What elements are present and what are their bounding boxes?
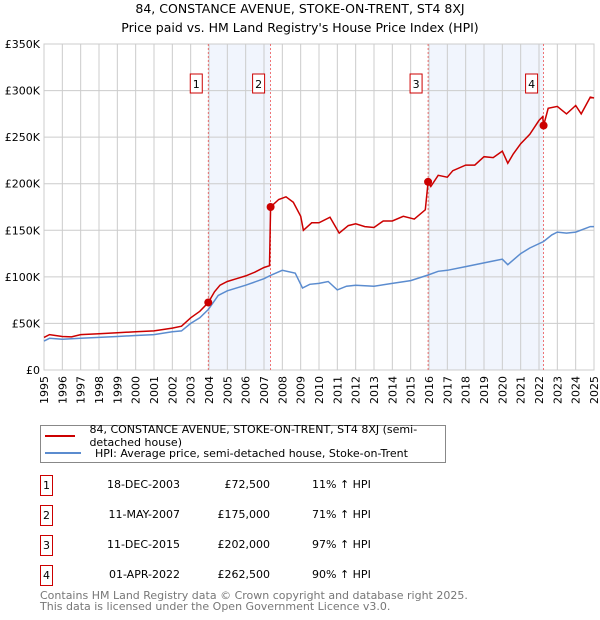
sale-point <box>424 177 433 186</box>
x-tick-label: 2016 <box>423 376 436 404</box>
x-tick-label: 1997 <box>75 376 88 404</box>
x-tick-label: 2005 <box>221 376 234 404</box>
sale-marker-box <box>409 73 423 94</box>
x-tick-label: 2018 <box>460 376 473 404</box>
x-tick-label: 2003 <box>185 376 198 404</box>
legend: 84, CONSTANCE AVENUE, STOKE-ON-TRENT, ST… <box>40 423 446 463</box>
legend-swatch-red <box>45 435 76 437</box>
legend-label: HPI: Average price, semi-detached house,… <box>95 446 408 460</box>
legend-swatch-blue <box>45 452 81 454</box>
sale-hpi-change: 90% ↑ HPI <box>312 568 371 581</box>
series-line <box>43 225 594 342</box>
x-tick-label: 2004 <box>203 376 216 404</box>
sale-price: £175,000 <box>217 508 271 521</box>
legend-label: 84, CONSTANCE AVENUE, STOKE-ON-TRENT, ST… <box>89 423 418 449</box>
chart-title: 84, CONSTANCE AVENUE, STOKE-ON-TRENT, ST… <box>135 1 465 16</box>
sale-point <box>266 203 275 211</box>
y-tick-label: £100K <box>5 271 41 284</box>
sale-price: £202,000 <box>217 538 271 551</box>
sale-hpi-change: 71% ↑ HPI <box>312 508 371 521</box>
x-tick-label: 1995 <box>38 376 51 404</box>
plot-frame <box>43 43 595 371</box>
x-tick-label: 2023 <box>551 376 564 404</box>
legend-item-property: 84, CONSTANCE AVENUE, STOKE-ON-TRENT, ST… <box>45 423 445 449</box>
sale-point <box>539 121 548 130</box>
x-tick-label: 2024 <box>570 376 583 404</box>
x-tick-label: 2009 <box>295 376 308 404</box>
x-tick-label: 2010 <box>313 376 326 404</box>
sale-date: 01-APR-2022 <box>108 568 180 581</box>
sale-number-badge: 3 <box>40 535 53 556</box>
sale-point <box>204 298 213 307</box>
sale-date: 18-DEC-2003 <box>106 478 180 491</box>
sale-marker-box <box>252 73 266 94</box>
sale-number-badge: 1 <box>40 475 53 496</box>
x-tick-label: 2020 <box>496 376 509 404</box>
footer: Contains HM Land Registry data © Crown c… <box>40 590 468 612</box>
footer-line: This data is licensed under the Open Gov… <box>40 600 391 613</box>
sale-marker-box <box>525 73 539 94</box>
price-chart: 1995 1996 1997 1998 1999 2000 2001 2002 2003 2004… <box>5 38 600 404</box>
x-tick-label: 2001 <box>148 376 161 404</box>
x-tick-label: 2013 <box>368 376 381 404</box>
sale-marker-label: 4 <box>528 78 535 91</box>
x-tick-label: 2015 <box>405 376 418 404</box>
legend-item-hpi: HPI: Average price, semi-detached house,… <box>45 446 408 460</box>
sale-marker-label: 2 <box>255 78 262 91</box>
sale-marker-box <box>189 73 203 94</box>
x-tick-label: 1998 <box>93 376 106 404</box>
sale-marker-label: 1 <box>193 78 200 91</box>
y-tick-label: £150K <box>5 224 41 237</box>
y-tick-label: £200K <box>5 178 41 191</box>
x-tick-label: 2011 <box>331 376 344 404</box>
series-line <box>43 96 595 339</box>
sale-number-badge: 4 <box>40 565 53 586</box>
sale-hpi-change: 11% ↑ HPI <box>312 478 371 491</box>
x-tick-label: 2025 <box>588 376 600 404</box>
x-tick-label: 2019 <box>478 376 491 404</box>
x-tick-label: 2008 <box>276 376 289 404</box>
sale-price: £72,500 <box>224 478 271 491</box>
sale-date: 11-MAY-2007 <box>108 508 180 521</box>
x-tick-label: 2017 <box>441 376 454 404</box>
x-tick-label: 2021 <box>515 376 528 404</box>
chart-subtitle: Price paid vs. HM Land Registry's House … <box>121 20 479 35</box>
y-tick-label: £50K <box>12 317 41 330</box>
x-tick-label: 1996 <box>56 376 69 404</box>
sale-date: 11-DEC-2015 <box>106 538 180 551</box>
sale-number-badge: 2 <box>40 505 53 526</box>
x-tick-label: 1999 <box>111 376 124 404</box>
y-tick-label: £300K <box>5 85 41 98</box>
x-tick-label: 2014 <box>386 376 399 404</box>
x-tick-label: 2000 <box>130 376 143 404</box>
sale-marker-label: 3 <box>413 78 420 91</box>
x-tick-label: 2007 <box>258 376 271 404</box>
x-tick-label: 2006 <box>240 376 253 404</box>
x-tick-label: 2002 <box>166 376 179 404</box>
sale-price: £262,500 <box>217 568 271 581</box>
x-tick-label: 2022 <box>533 376 546 404</box>
x-tick-label: 2012 <box>350 376 363 404</box>
y-tick-label: £350K <box>5 38 41 51</box>
y-tick-label: £250K <box>5 131 41 144</box>
footer-line: Contains HM Land Registry data © Crown c… <box>40 589 468 602</box>
y-tick-label: £0 <box>26 364 40 377</box>
shaded-range <box>208 44 271 370</box>
sale-hpi-change: 97% ↑ HPI <box>312 538 371 551</box>
